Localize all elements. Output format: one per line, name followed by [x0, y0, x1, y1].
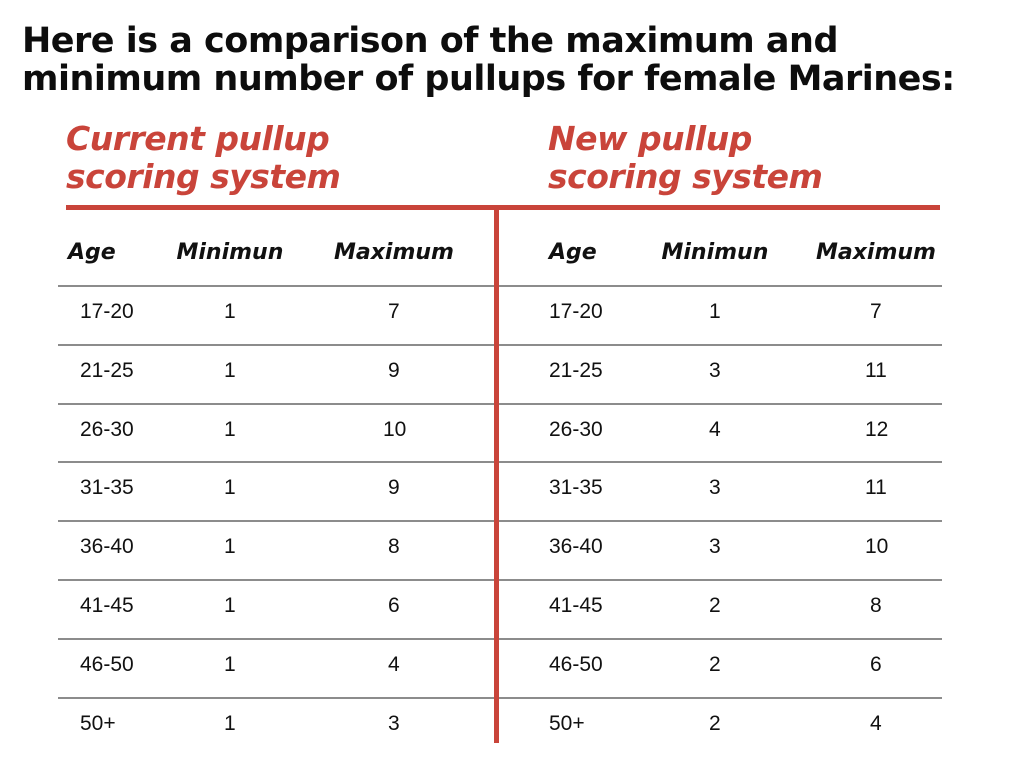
minimum-cell: 1: [224, 476, 236, 499]
row-divider: [58, 344, 496, 346]
age-cell: 41-45: [80, 594, 134, 617]
row-divider: [498, 638, 942, 640]
age-cell: 21-25: [80, 359, 134, 382]
maximum-cell: 8: [870, 594, 882, 617]
age-cell: 31-35: [80, 476, 134, 499]
row-divider: [58, 579, 496, 581]
table-divider: [494, 207, 499, 743]
maximum-cell: 11: [865, 359, 887, 382]
row-divider: [58, 285, 496, 287]
current-system-heading: Current pullup scoring system: [66, 119, 341, 196]
maximum-cell: 7: [388, 300, 400, 323]
minimum-cell: 1: [224, 653, 236, 676]
age-cell: 50+: [80, 712, 116, 735]
minimum-cell: 1: [224, 418, 236, 441]
maximum-cell: 9: [388, 359, 400, 382]
age-cell: 46-50: [549, 653, 603, 676]
minimum-cell: 2: [709, 594, 721, 617]
age-cell: 26-30: [80, 418, 134, 441]
row-divider: [58, 461, 496, 463]
maximum-cell: 3: [388, 712, 400, 735]
maximum-cell: 12: [865, 418, 889, 441]
column-header-maximum: Maximum: [334, 240, 454, 265]
row-divider: [498, 403, 942, 405]
header-rule: [66, 205, 940, 210]
minimum-cell: 2: [709, 653, 721, 676]
column-header-age: Age: [68, 240, 116, 265]
maximum-cell: 8: [388, 535, 400, 558]
row-divider: [498, 579, 942, 581]
maximum-cell: 6: [388, 594, 400, 617]
age-cell: 17-20: [80, 300, 134, 323]
current-system-heading-line-1: Current pullup: [66, 119, 330, 158]
row-divider: [58, 520, 496, 522]
age-cell: 26-30: [549, 418, 603, 441]
maximum-cell: 9: [388, 476, 400, 499]
minimum-cell: 3: [709, 535, 721, 558]
minimum-cell: 1: [224, 594, 236, 617]
minimum-cell: 1: [224, 712, 236, 735]
column-header-minimun: Minimun: [176, 240, 284, 265]
new-system-heading-line-1: New pullup: [548, 119, 752, 158]
title-line-1: Here is a comparison of the maximum and: [22, 21, 839, 61]
page-title: Here is a comparison of the maximum and …: [22, 22, 955, 98]
minimum-cell: 3: [709, 476, 721, 499]
minimum-cell: 1: [224, 300, 236, 323]
minimum-cell: 1: [224, 535, 236, 558]
age-cell: 50+: [549, 712, 585, 735]
maximum-cell: 11: [865, 476, 887, 499]
maximum-cell: 10: [383, 418, 407, 441]
new-system-heading-line-2: scoring system: [548, 157, 823, 196]
age-cell: 31-35: [549, 476, 603, 499]
minimum-cell: 1: [224, 359, 236, 382]
row-divider: [58, 697, 496, 699]
row-divider: [498, 461, 942, 463]
new-system-heading: New pullup scoring system: [548, 119, 823, 196]
row-divider: [498, 344, 942, 346]
age-cell: 21-25: [549, 359, 603, 382]
age-cell: 36-40: [549, 535, 603, 558]
minimum-cell: 4: [709, 418, 721, 441]
minimum-cell: 3: [709, 359, 721, 382]
row-divider: [498, 697, 942, 699]
title-line-2: minimum number of pullups for female Mar…: [22, 59, 955, 99]
maximum-cell: 4: [388, 653, 400, 676]
age-cell: 36-40: [80, 535, 134, 558]
minimum-cell: 2: [709, 712, 721, 735]
age-cell: 41-45: [549, 594, 603, 617]
column-header-minimun: Minimun: [661, 240, 769, 265]
age-cell: 46-50: [80, 653, 134, 676]
column-header-age: Age: [549, 240, 597, 265]
row-divider: [498, 520, 942, 522]
maximum-cell: 4: [870, 712, 882, 735]
minimum-cell: 1: [709, 300, 721, 323]
row-divider: [498, 285, 942, 287]
age-cell: 17-20: [549, 300, 603, 323]
current-system-heading-line-2: scoring system: [66, 157, 341, 196]
row-divider: [58, 638, 496, 640]
row-divider: [58, 403, 496, 405]
maximum-cell: 6: [870, 653, 882, 676]
maximum-cell: 7: [870, 300, 882, 323]
maximum-cell: 10: [865, 535, 889, 558]
column-header-maximum: Maximum: [816, 240, 936, 265]
